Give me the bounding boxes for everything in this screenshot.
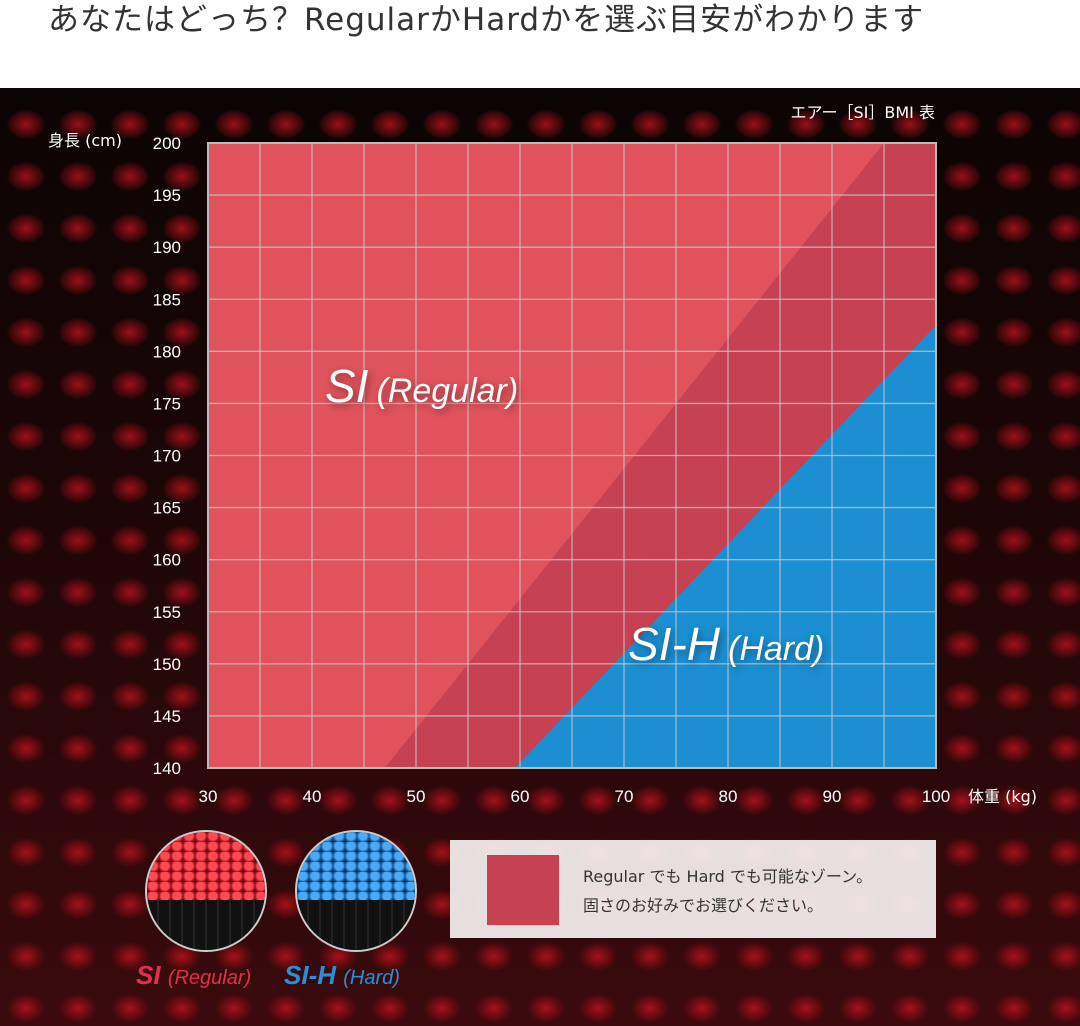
x-tick-label: 30 (199, 787, 218, 806)
regular-product-label: SI (Regular) (136, 960, 251, 991)
y-tick-label: 140 (153, 759, 181, 778)
x-tick-label: 50 (407, 787, 426, 806)
legend-line-2: 固さのお好みでお選びください。 (583, 896, 824, 915)
regular-annotation-main: SI (325, 360, 369, 412)
hard-annotation-sub: (Hard) (728, 630, 824, 668)
y-tick-label: 180 (153, 342, 181, 361)
legend-swatch (487, 855, 559, 925)
legend: Regular でも Hard でも可能なゾーン。 固さのお好みでお選びください… (450, 840, 936, 938)
y-tick-label: 160 (153, 551, 181, 570)
hard-annotation: SI-H (Hard) (628, 618, 824, 670)
x-tick-label: 80 (719, 787, 738, 806)
y-tick-label: 145 (153, 707, 181, 726)
x-tick-label: 70 (615, 787, 634, 806)
hard-product-sub: (Hard) (343, 967, 400, 989)
regular-foam-image (145, 830, 267, 952)
regular-product-sub: (Regular) (167, 967, 252, 989)
hard-product-name: SI-H (284, 960, 336, 990)
y-tick-label: 175 (153, 394, 181, 413)
headline: あなたはどっち？RegularかHardかを選ぶ目安がわかります (48, 2, 925, 38)
hard-annotation-main: SI-H (628, 618, 721, 670)
plot-border (207, 142, 937, 769)
regular-annotation-sub: (Regular) (376, 372, 518, 410)
x-tick-label: 40 (303, 787, 322, 806)
y-tick-label: 155 (153, 603, 181, 622)
regular-annotation: SI (Regular) (325, 360, 518, 412)
legend-text: Regular でも Hard でも可能なゾーン。 固さのお好みでお選びください… (583, 862, 872, 920)
hard-region (514, 325, 936, 768)
y-tick-label: 190 (153, 238, 181, 257)
x-tick-label: 60 (511, 787, 530, 806)
hard-foam-image (295, 830, 417, 952)
chart-title: エアー［SI］BMI 表 (790, 103, 935, 122)
x-tick-label: 100 (922, 787, 950, 806)
y-tick-label: 195 (153, 186, 181, 205)
y-tick-label: 150 (153, 655, 181, 674)
y-tick-label: 185 (153, 290, 181, 309)
x-tick-label: 90 (823, 787, 842, 806)
y-tick-label: 200 (153, 134, 181, 153)
regular-product-name: SI (136, 960, 161, 990)
y-axis-label: 身長 (cm) (48, 131, 122, 150)
hard-product-label: SI-H (Hard) (284, 960, 400, 991)
y-tick-label: 170 (153, 447, 181, 466)
x-axis-label: 体重 (kg) (968, 787, 1037, 806)
legend-line-1: Regular でも Hard でも可能なゾーン。 (583, 867, 873, 886)
y-tick-label: 165 (153, 499, 181, 518)
headline-bar: あなたはどっち？RegularかHardかを選ぶ目安がわかります (0, 0, 1080, 88)
